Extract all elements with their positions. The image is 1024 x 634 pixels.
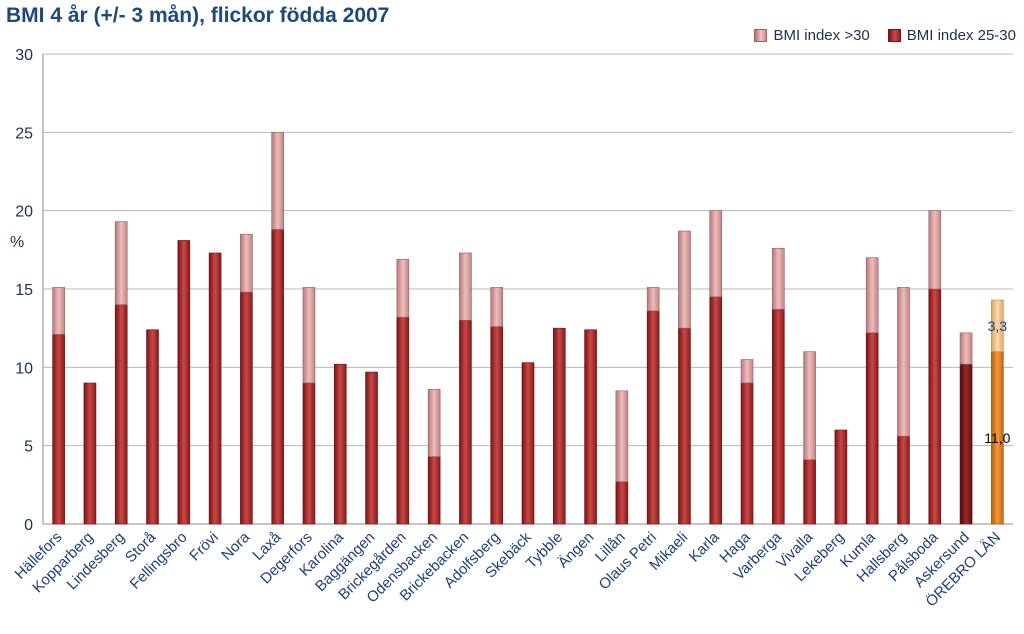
x-tick-label: Ängen	[555, 529, 598, 572]
bar-overweight	[615, 481, 629, 525]
bar-obese	[271, 132, 284, 230]
bar-overweight	[208, 252, 222, 525]
bar-obese	[709, 210, 723, 298]
legend-item-obese: BMI index >30	[754, 27, 870, 44]
data-label: 3,3	[988, 318, 1008, 334]
bar-overweight	[490, 326, 504, 525]
bar-overweight	[865, 332, 879, 525]
y-tick-label: 5	[24, 439, 33, 456]
bar-overweight	[772, 309, 785, 525]
bar-obese	[52, 287, 65, 335]
bar-overweight	[459, 320, 472, 525]
bar-overweight	[302, 382, 316, 525]
bar-obese	[991, 299, 1004, 352]
bar-overweight	[333, 363, 347, 525]
bar-overweight	[240, 291, 253, 525]
bar-obese	[772, 247, 785, 310]
chart-title: BMI 4 år (+/- 3 mån), flickor födda 2007	[6, 4, 390, 27]
bar-obese	[427, 388, 441, 457]
data-label: 11,0	[984, 430, 1010, 446]
bar-overweight	[709, 296, 723, 525]
bar-overweight	[427, 456, 441, 525]
chart-legend: BMI index >30 BMI index 25-30	[754, 27, 1016, 44]
legend-swatch-obese	[754, 29, 768, 42]
bar-overweight	[52, 334, 65, 525]
bar-obese	[897, 287, 910, 437]
bar-obese	[740, 359, 754, 384]
bar-obese	[114, 221, 128, 305]
bar-overweight	[834, 429, 848, 525]
y-tick-label: 15	[15, 282, 33, 299]
legend-label-overweight: BMI index 25-30	[906, 27, 1016, 44]
x-tick-label: Frövi	[186, 529, 222, 565]
bar-obese	[240, 233, 253, 293]
bar-overweight	[959, 363, 973, 525]
bar-overweight	[646, 310, 660, 525]
bar-obese	[459, 252, 472, 321]
bar-obese	[928, 210, 942, 290]
bar-overweight	[177, 240, 191, 525]
bar-obese	[959, 332, 973, 365]
bar-obese	[803, 351, 816, 461]
y-tick-label: 10	[15, 360, 33, 377]
bar-overweight	[803, 459, 816, 525]
bar-overweight	[678, 327, 691, 525]
legend-item-overweight: BMI index 25-30	[887, 27, 1016, 44]
legend-swatch-overweight	[887, 29, 901, 42]
bar-overweight	[584, 329, 597, 525]
bar-overweight	[928, 288, 942, 525]
bar-overweight	[114, 304, 128, 525]
bar-overweight	[83, 382, 97, 525]
y-tick-label: 0	[24, 517, 33, 534]
bar-overweight	[146, 329, 159, 525]
bar-overweight	[897, 435, 910, 525]
bar-obese	[396, 258, 410, 318]
y-axis-label: %	[10, 234, 25, 251]
x-tick-label: Nora	[218, 528, 253, 563]
bar-obese	[615, 390, 629, 483]
bar-overweight	[271, 229, 284, 525]
bar-overweight	[552, 327, 566, 525]
bar-obese	[302, 287, 316, 384]
bar-overweight	[365, 371, 378, 525]
x-tick-label: Karla	[686, 528, 723, 565]
y-tick-label: 30	[15, 47, 33, 64]
bar-obese	[646, 287, 660, 312]
legend-label-obese: BMI index >30	[773, 27, 870, 44]
bar-overweight	[396, 316, 410, 525]
bar-obese	[865, 257, 879, 334]
bar-overweight	[740, 382, 754, 525]
bar-obese	[490, 287, 504, 327]
bar-obese	[678, 230, 691, 329]
bar-overweight	[521, 362, 535, 525]
y-tick-label: 25	[15, 125, 33, 142]
y-tick-label: 20	[15, 204, 33, 221]
